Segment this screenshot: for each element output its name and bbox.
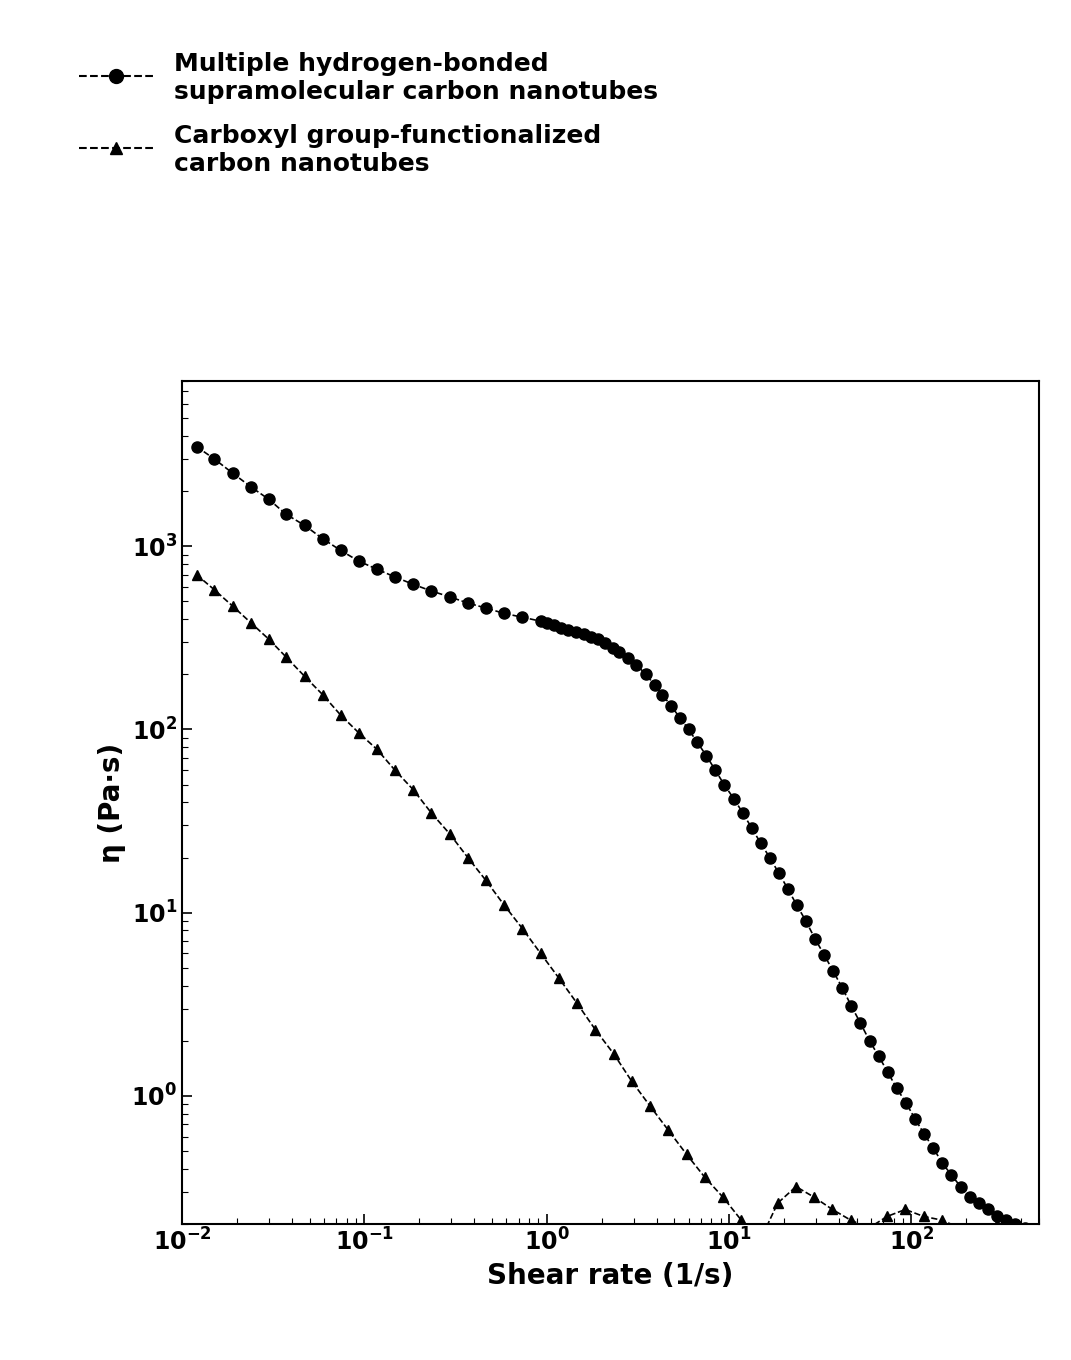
Legend: Multiple hydrogen-bonded
supramolecular carbon nanotubes, Carboxyl group-functio: Multiple hydrogen-bonded supramolecular … [66,39,670,188]
Y-axis label: η (Pa·s): η (Pa·s) [97,743,126,862]
X-axis label: Shear rate (1/s): Shear rate (1/s) [487,1262,734,1289]
